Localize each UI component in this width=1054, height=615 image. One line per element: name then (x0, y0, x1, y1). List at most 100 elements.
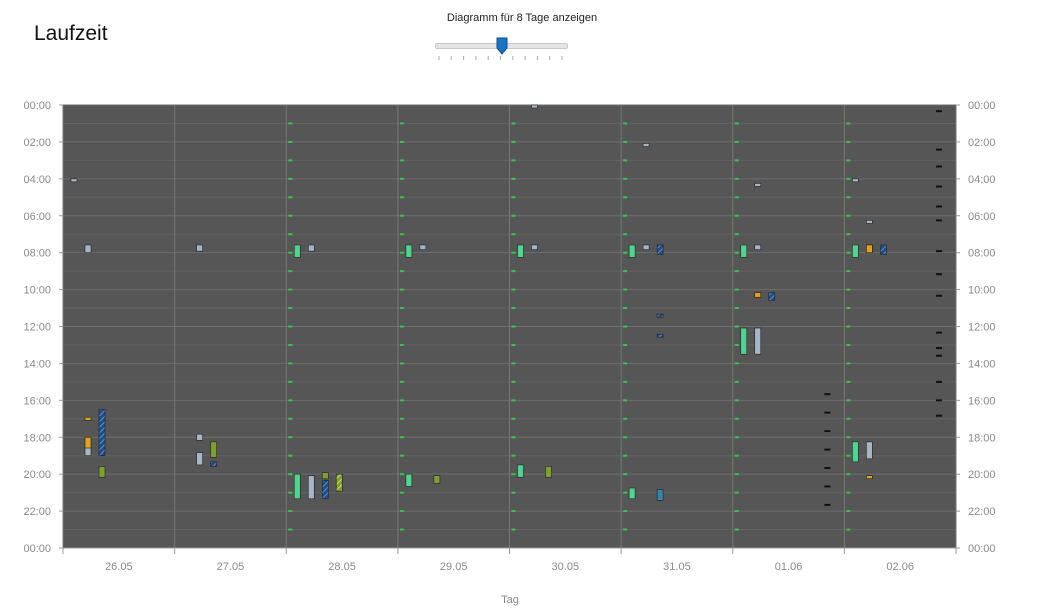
x-tick-label: 29.05 (440, 561, 468, 573)
green-dash (846, 362, 851, 365)
green-dash (623, 325, 628, 328)
green-dash (399, 436, 404, 439)
runtime-bar (84, 244, 92, 253)
y-tick-label-right: 08:00 (968, 248, 996, 260)
runtime-bar (335, 473, 343, 492)
green-dash (846, 528, 851, 531)
runtime-bar (433, 475, 441, 484)
green-dash (623, 528, 628, 531)
green-dash (623, 233, 628, 236)
green-dash (734, 399, 739, 402)
runtime-bar (307, 244, 315, 252)
green-dash (288, 159, 293, 162)
runtime-bar (768, 292, 776, 301)
green-dash (734, 436, 739, 439)
runtime-bar (642, 244, 650, 250)
y-tick-label: 02:00 (23, 137, 51, 149)
black-dash (824, 411, 831, 414)
green-dash (846, 307, 851, 310)
black-dash (936, 414, 942, 417)
green-dash (846, 343, 851, 346)
green-dash (623, 399, 628, 402)
y-tick-label-right: 12:00 (968, 322, 996, 334)
runtime-bar (84, 416, 92, 421)
green-dash (288, 454, 293, 457)
runtime-bar (628, 487, 636, 500)
green-dash (288, 288, 293, 291)
y-tick-label: 14:00 (23, 358, 51, 370)
green-dash (511, 140, 516, 143)
green-dash (846, 473, 851, 476)
x-tick-label: 26.05 (105, 561, 133, 573)
green-dash (734, 196, 739, 199)
green-dash (734, 307, 739, 310)
slider-label: Diagramm für 8 Tage anzeigen (446, 12, 598, 24)
green-dash (623, 270, 628, 273)
runtime-bar (531, 244, 538, 250)
green-dash (846, 491, 851, 494)
green-dash (623, 491, 628, 494)
runtime-bar (196, 452, 203, 466)
runtime-bars (70, 104, 887, 501)
green-dash (399, 491, 404, 494)
green-dash (734, 140, 739, 143)
green-dash (511, 307, 516, 310)
green-dash (734, 214, 739, 217)
green-dash (511, 380, 516, 383)
green-dash (399, 417, 404, 420)
green-dash (511, 528, 516, 531)
green-dash (511, 436, 516, 439)
runtime-bar (210, 441, 217, 458)
runtime-bar (98, 466, 106, 478)
x-tick-label: 02.06 (886, 561, 914, 573)
green-dash (511, 325, 516, 328)
runtime-bar (419, 244, 427, 250)
green-dash (846, 214, 851, 217)
green-dash (288, 473, 293, 476)
x-tick-label: 28.05 (328, 561, 356, 573)
runtime-bar (754, 244, 762, 250)
green-dash (846, 399, 851, 402)
green-dash (511, 251, 516, 254)
y-tick-label-right: 20:00 (968, 469, 996, 481)
y-tick-label-right: 06:00 (968, 211, 996, 223)
green-dash (734, 473, 739, 476)
runtime-bar (70, 178, 78, 183)
green-dash (623, 288, 628, 291)
y-tick-label: 16:00 (23, 395, 51, 407)
green-dash (623, 251, 628, 254)
black-dash (936, 347, 942, 350)
green-dash (511, 491, 516, 494)
black-dash (936, 148, 942, 151)
green-dash (623, 510, 628, 513)
y-tick-label-right: 18:00 (968, 432, 996, 444)
black-dash (936, 110, 942, 113)
black-dash (936, 354, 942, 357)
green-dash (288, 325, 293, 328)
green-dash (846, 417, 851, 420)
days-slider-thumb[interactable] (496, 37, 508, 55)
green-dash (288, 399, 293, 402)
green-dash (846, 122, 851, 125)
runtime-bar (866, 475, 873, 480)
green-dash (288, 122, 293, 125)
green-dash (734, 343, 739, 346)
x-tick-label: 01.06 (775, 561, 803, 573)
green-dash (511, 159, 516, 162)
green-dash (846, 380, 851, 383)
green-dash (399, 196, 404, 199)
green-dash (623, 436, 628, 439)
runtime-bar (656, 333, 664, 338)
green-dash (623, 214, 628, 217)
green-dash (399, 380, 404, 383)
green-dash (288, 140, 293, 143)
green-dash (399, 122, 404, 125)
black-dash (936, 294, 942, 297)
green-dash (734, 122, 739, 125)
sample-dashes (288, 110, 942, 531)
black-dash (936, 165, 942, 168)
green-dash (399, 343, 404, 346)
runtime-bar (754, 327, 762, 355)
green-dash (511, 417, 516, 420)
runtime-bar (852, 441, 859, 463)
